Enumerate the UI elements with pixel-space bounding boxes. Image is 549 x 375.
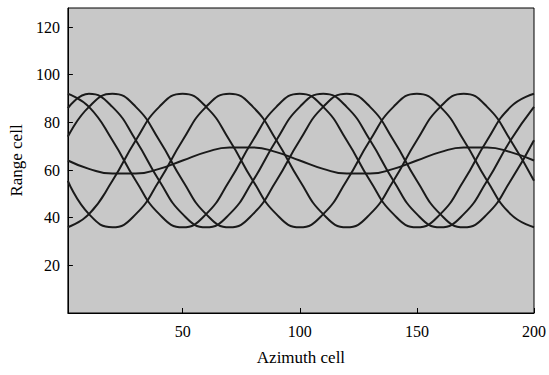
svg-text:20: 20: [44, 257, 60, 274]
svg-text:40: 40: [44, 209, 60, 226]
svg-text:Range cell: Range cell: [7, 124, 26, 196]
svg-text:80: 80: [44, 114, 60, 131]
svg-text:150: 150: [405, 323, 429, 340]
svg-text:100: 100: [36, 66, 60, 83]
svg-text:Azimuth cell: Azimuth cell: [257, 348, 346, 367]
svg-text:100: 100: [288, 323, 312, 340]
svg-text:200: 200: [522, 323, 546, 340]
svg-text:50: 50: [175, 323, 191, 340]
svg-text:60: 60: [44, 162, 60, 179]
svg-text:120: 120: [36, 19, 60, 36]
